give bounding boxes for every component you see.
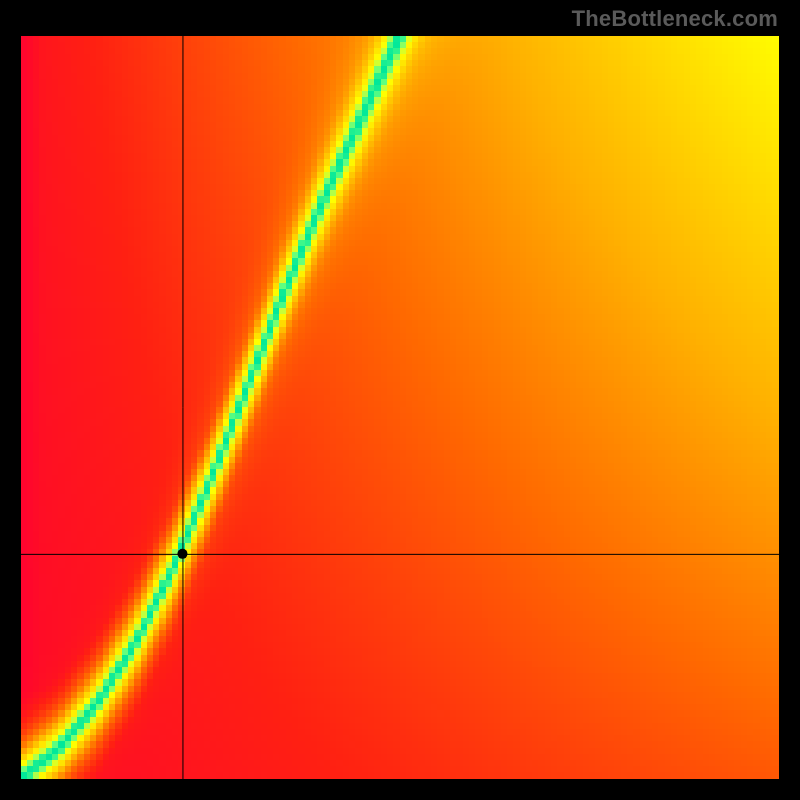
heatmap-plot [21, 36, 779, 779]
watermark-text: TheBottleneck.com [572, 6, 778, 32]
heatmap-canvas [21, 36, 779, 779]
chart-container: TheBottleneck.com [0, 0, 800, 800]
